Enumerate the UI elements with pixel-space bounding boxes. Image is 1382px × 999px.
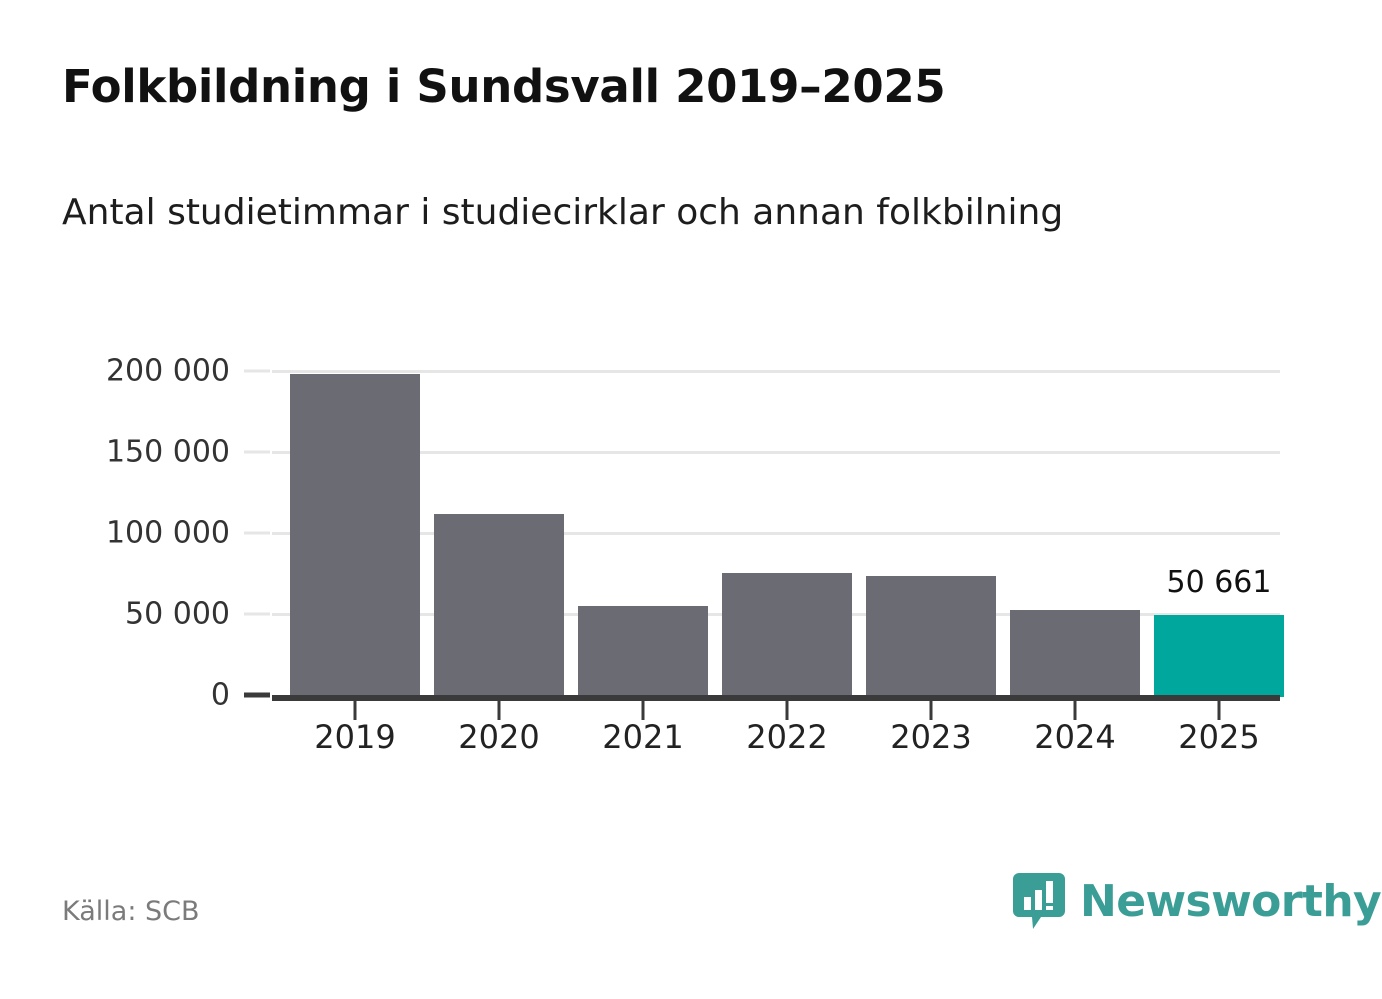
- y-tick-label: 150 000: [105, 434, 230, 470]
- x-tick-label-2020: 2020: [458, 718, 540, 756]
- speech-bubble-bar-chart-icon: [1013, 873, 1065, 929]
- x-tick-mark: [1217, 701, 1221, 720]
- x-tick-label-2023: 2023: [890, 718, 972, 756]
- x-tick-mark: [497, 701, 501, 720]
- x-tick-label-2019: 2019: [314, 718, 396, 756]
- gridline: [272, 370, 1280, 374]
- y-tick-mark: [244, 692, 270, 698]
- x-tick-label-2025: 2025: [1178, 718, 1260, 756]
- gridline: [272, 532, 1280, 536]
- bar-2020[interactable]: [434, 514, 564, 697]
- x-tick-label-2021: 2021: [602, 718, 684, 756]
- y-tick-label: 100 000: [105, 515, 230, 551]
- newsworthy-logo[interactable]: Newsworthy: [1011, 871, 1382, 933]
- bar-value-label: 50 661: [1166, 564, 1272, 600]
- x-tick-mark: [785, 701, 789, 720]
- bar-2025[interactable]: [1154, 615, 1284, 697]
- y-tick-label: 0: [210, 677, 230, 713]
- x-tick-mark: [929, 701, 933, 720]
- x-tick-mark: [1073, 701, 1077, 720]
- logo-wordmark: Newsworthy: [1080, 876, 1382, 927]
- bar-2022[interactable]: [722, 573, 852, 697]
- x-tick-label-2022: 2022: [746, 718, 828, 756]
- chart-subtitle: Antal studietimmar i studiecirklar och a…: [62, 192, 1064, 233]
- y-tick-mark: [244, 450, 270, 454]
- plot-area: [272, 347, 1284, 697]
- source-note: Källa: SCB: [62, 896, 200, 927]
- x-tick-label-2024: 2024: [1034, 718, 1116, 756]
- page-title: Folkbildning i Sundsvall 2019–2025: [62, 60, 946, 113]
- y-tick-mark: [244, 612, 270, 616]
- bar-2021[interactable]: [578, 605, 708, 697]
- y-tick-mark: [244, 531, 270, 535]
- bar-2023[interactable]: [866, 576, 996, 697]
- bar-2019[interactable]: [290, 373, 420, 697]
- y-tick-label: 200 000: [105, 353, 230, 389]
- y-tick-mark: [244, 369, 270, 373]
- gridline: [272, 451, 1280, 455]
- y-tick-label: 50 000: [125, 596, 230, 632]
- x-axis-line: [272, 695, 1280, 701]
- bar-2024[interactable]: [1010, 609, 1140, 697]
- x-tick-mark: [353, 701, 357, 720]
- x-tick-mark: [641, 701, 645, 720]
